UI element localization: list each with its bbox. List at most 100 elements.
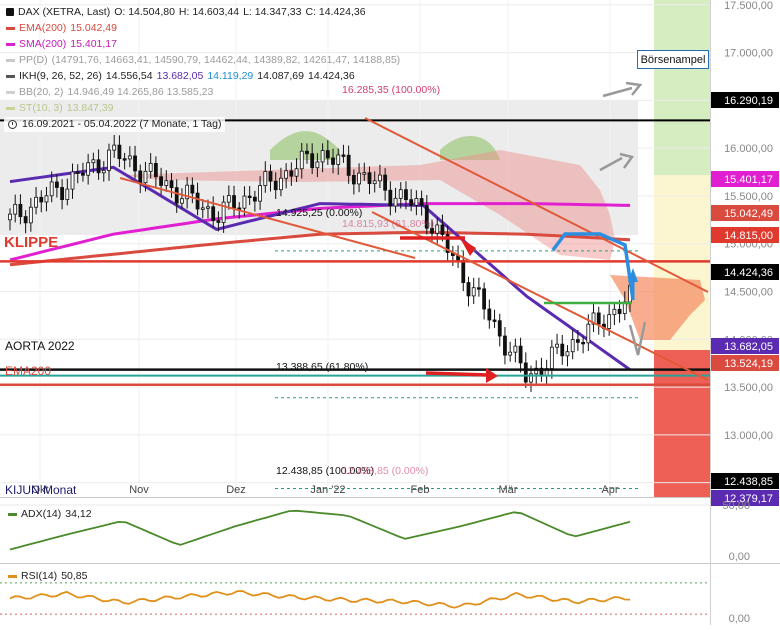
candle-body: [190, 184, 195, 194]
candle-body: [461, 259, 466, 283]
adx-tick: 50,00: [722, 500, 750, 512]
candle-body: [91, 159, 96, 164]
candle-body: [487, 308, 492, 321]
x-tick-label: Feb: [411, 484, 430, 496]
price-badge-text: 13.682,05: [724, 341, 773, 353]
candle-body: [419, 198, 424, 206]
candle-body: [341, 154, 346, 157]
candle-body: [398, 189, 403, 199]
rsi-legend: RSI(14) 50,85: [8, 570, 87, 582]
candle-body: [518, 345, 523, 364]
adx-line: [9, 509, 631, 551]
candle-body: [586, 323, 591, 344]
candle-body: [466, 282, 471, 297]
candle-body: [86, 162, 91, 176]
candle-body: [378, 174, 382, 182]
candle-body: [206, 206, 210, 209]
candle-body: [247, 195, 252, 198]
fib-100-bottom-label: 12.438,85 (100.00%): [276, 465, 375, 477]
candle-body: [430, 227, 434, 234]
candle-body: [607, 314, 612, 329]
candle-body: [148, 163, 153, 172]
candle-body: [388, 189, 393, 207]
candle-body: [289, 170, 294, 177]
candle-body: [331, 157, 335, 165]
price-badge-text: 15.401,17: [724, 174, 773, 186]
candle-body: [49, 181, 54, 197]
candle-body: [362, 172, 367, 175]
candle-body: [299, 150, 304, 170]
candle-body: [54, 181, 59, 188]
candle-body: [357, 172, 361, 185]
price-badge-text: 13.524,19: [724, 358, 773, 370]
gray-arrow-v: [628, 321, 647, 356]
candle-body: [492, 319, 497, 322]
candle-body: [107, 149, 111, 171]
x-tick-label: Jan '22: [310, 484, 345, 496]
candle-body: [138, 170, 143, 184]
candle-body: [346, 154, 351, 176]
candle-body: [39, 196, 44, 203]
adx-swatch: [8, 512, 17, 516]
price-badge: [711, 227, 779, 243]
price-badge-text: 14.424,36: [724, 267, 773, 279]
x-tick-label: Dez: [226, 484, 246, 496]
ampel-green-zone: [654, 0, 710, 175]
date-range[interactable]: 16.09.2021 - 05.04.2022 (7 Monate, 1 Tag…: [4, 117, 226, 132]
candle-body: [122, 158, 127, 161]
candle-body: [310, 153, 315, 169]
rsi-value: 50,85: [61, 570, 88, 582]
adx-panel-bg: [0, 499, 710, 561]
candle-body: [529, 373, 533, 383]
candle-body: [226, 195, 231, 203]
fib-0-faded-label: 12.438,85 (0.00%): [342, 465, 429, 477]
x-tick-label: Apr: [601, 484, 618, 496]
ema200-label: EMA200: [5, 364, 52, 378]
candle-body: [424, 205, 429, 229]
candle-body: [75, 171, 80, 174]
candle-body: [117, 144, 122, 160]
price-badge-text: 12.379,17: [724, 493, 773, 505]
candle-body: [133, 155, 137, 172]
candle-body: [404, 189, 408, 201]
candle-body: [482, 288, 487, 310]
candle-body: [372, 180, 377, 185]
fib-100-top-label: 16.285,35 (100.00%): [342, 84, 441, 96]
rsi-swatch: [8, 574, 17, 578]
series-ikh-kijun: [9, 165, 631, 371]
candle-body: [81, 172, 85, 176]
candle-body: [534, 367, 539, 375]
candle-body: [44, 195, 49, 203]
candle-body: [440, 224, 445, 235]
candle-body: [393, 197, 398, 207]
candle-body: [555, 343, 559, 348]
candle-body: [101, 170, 106, 174]
candle-body: [367, 172, 372, 185]
y-tick-label: 17.500,00: [724, 0, 773, 12]
candle-body: [70, 171, 75, 190]
boersenampel-box[interactable]: Börsenampel: [637, 50, 709, 69]
indicator-lines: [9, 165, 631, 371]
candle-body: [8, 213, 12, 221]
x-tick-label: Nov: [129, 484, 149, 496]
candle-body: [477, 287, 481, 290]
price-badge: [711, 264, 779, 280]
series-sma-200-: [9, 202, 631, 262]
rsi-line: [9, 590, 631, 609]
clock-icon: [8, 120, 17, 129]
y-tick-label: 15.500,00: [724, 191, 773, 203]
candle-body: [242, 195, 247, 209]
candle-body: [305, 150, 309, 155]
price-badge: [711, 473, 779, 489]
candle-body: [127, 155, 132, 160]
cloud-red: [120, 150, 615, 260]
candle-body: [325, 150, 330, 159]
date-range-text: 16.09.2021 - 05.04.2022 (7 Monate, 1 Tag…: [22, 118, 222, 130]
trend-overlays: [0, 81, 710, 490]
blue-arrow-head: [628, 268, 638, 282]
y-tick-label: 17.000,00: [724, 48, 773, 60]
candle-body: [164, 180, 169, 186]
candle-body: [174, 187, 179, 204]
red-arrow-2: [425, 371, 489, 377]
